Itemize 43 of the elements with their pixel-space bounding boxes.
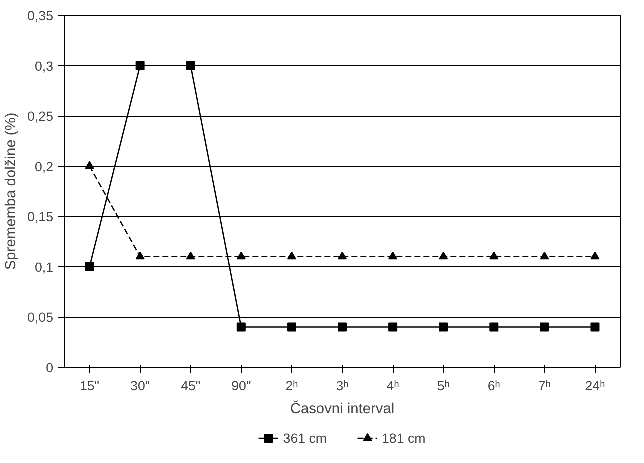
x-tick-label: 7ʰ [538,378,551,394]
x-tick-label: 30" [130,378,150,394]
y-tick-label: 0,3 [34,58,54,74]
point [338,252,347,260]
point [287,322,296,332]
point [85,161,94,170]
point [287,252,296,260]
point [236,322,246,332]
y-tick-label: 0,15 [28,210,54,225]
point [439,252,448,260]
point [490,322,499,332]
x-tick-label: 4ʰ [386,378,400,394]
point [388,322,398,332]
y-tick-label: 0 [46,360,54,376]
point [540,322,550,332]
y-tick-label: 0,1 [34,260,54,275]
point [236,252,246,260]
y-axis-title: Sprememba dolžine (%) [4,112,20,270]
point [490,252,499,260]
x-tick-label: 3ʰ [336,378,349,394]
legend-label: 181 cm [382,430,426,446]
point [186,252,196,260]
x-axis-title: Časovni interval [290,400,395,418]
point [388,252,398,260]
x-tick-label: 2ʰ [286,378,298,394]
x-tick-label: 24ʰ [585,378,606,394]
y-tick-label: 0,25 [28,109,54,124]
legend-label: 361 cm [283,430,327,446]
point [338,322,347,332]
point [590,252,600,260]
point [136,252,145,260]
y-tick-label: 0,35 [28,8,54,24]
x-tick-label: 45" [181,378,201,394]
y-tick-label: 0,05 [28,310,54,326]
y-tick-label: 0,2 [34,159,54,174]
point [439,322,448,332]
x-tick-label: 6ʰ [488,378,500,394]
point [85,262,94,272]
x-tick-label: 90" [232,378,252,394]
x-tick-label: 15" [80,378,100,394]
point [590,322,600,332]
x-tick-label: 5ʰ [437,378,450,394]
point [540,252,550,260]
